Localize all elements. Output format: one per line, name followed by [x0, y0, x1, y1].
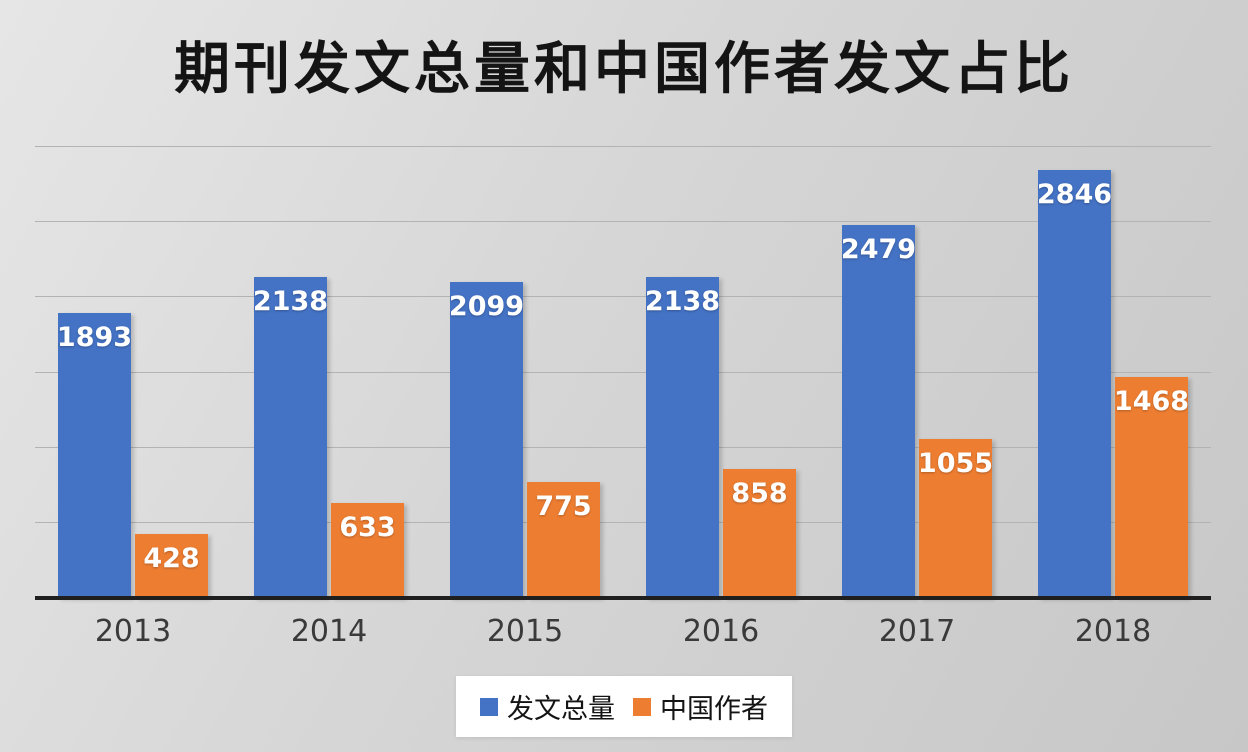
legend-swatch-icon: [480, 697, 498, 716]
bar-group-2014: 2138 633: [231, 147, 427, 598]
bar-value-label: 2846: [1036, 179, 1113, 211]
x-axis-label-2013: 2013: [94, 614, 172, 649]
bar-total-2015: 2099: [448, 282, 525, 598]
gridline-500: [35, 521, 1211, 523]
bar-group-2016: 2138 858: [623, 147, 819, 598]
legend: 发文总量 中国作者: [0, 676, 1248, 737]
bar-china-2013: 428: [135, 533, 208, 598]
bar-group-2018: 2846 1468: [1015, 147, 1211, 598]
bar-value-label: 1893: [56, 322, 133, 354]
bar-groups: 1893 428 2138 633 2099 775 2138 858 2479 1055 2846…: [35, 147, 1211, 598]
bar-group-2015: 2099 775: [427, 147, 623, 598]
x-axis-label-2014: 2014: [290, 614, 368, 649]
bar-china-2014: 633: [331, 502, 404, 598]
bar-value-label: 633: [339, 511, 396, 543]
bar-value-label: 1055: [917, 448, 994, 480]
chart-title: 期刊发文总量和中国作者发文占比: [174, 37, 1074, 102]
x-axis-labels: 2013 2014 2015 2016 2017 2018: [35, 614, 1211, 649]
x-axis-label-2016: 2016: [682, 614, 760, 649]
bar-value-label: 858: [731, 478, 788, 510]
legend-swatch-icon: [633, 697, 651, 716]
bar-group-2017: 2479 1055: [819, 147, 1015, 598]
bar-value-label: 2138: [644, 285, 721, 317]
gridline-1500: [35, 371, 1211, 373]
legend-label: 中国作者: [660, 694, 768, 725]
bar-value-label: 2138: [252, 285, 329, 317]
bar-total-2016: 2138: [644, 276, 721, 598]
bar-group-2013: 1893 428: [35, 147, 231, 598]
bar-value-label: 1468: [1113, 386, 1190, 418]
bar-value-label: 2479: [840, 234, 917, 266]
bar-total-2013: 1893: [56, 313, 133, 598]
bar-china-2018: 1468: [1113, 377, 1190, 598]
gridline-1000: [35, 446, 1211, 448]
bar-total-2017: 2479: [840, 225, 917, 598]
bar-china-2017: 1055: [917, 439, 994, 598]
bar-china-2015: 775: [527, 481, 600, 598]
legend-item-total: 发文总量: [480, 687, 615, 726]
bar-china-2016: 858: [723, 469, 796, 598]
plot-area: 1893 428 2138 633 2099 775 2138 858 2479 1055 2846…: [35, 146, 1211, 598]
legend-item-china: 中国作者: [633, 687, 768, 726]
bar-total-2018: 2846: [1036, 170, 1113, 598]
bar-value-label: 428: [143, 542, 200, 574]
bar-value-label: 2099: [448, 291, 525, 323]
gridline-2000: [35, 296, 1211, 298]
x-axis-label-2017: 2017: [878, 614, 956, 649]
bar-total-2014: 2138: [252, 276, 329, 598]
bar-value-label: 775: [535, 490, 592, 522]
legend-label: 发文总量: [507, 694, 615, 725]
x-axis-label-2018: 2018: [1074, 614, 1152, 649]
legend-box: 发文总量 中国作者: [456, 676, 792, 737]
gridline-3000: [35, 146, 1211, 147]
x-axis-line: [35, 596, 1211, 600]
gridline-2500: [35, 221, 1211, 223]
x-axis-label-2015: 2015: [486, 614, 564, 649]
